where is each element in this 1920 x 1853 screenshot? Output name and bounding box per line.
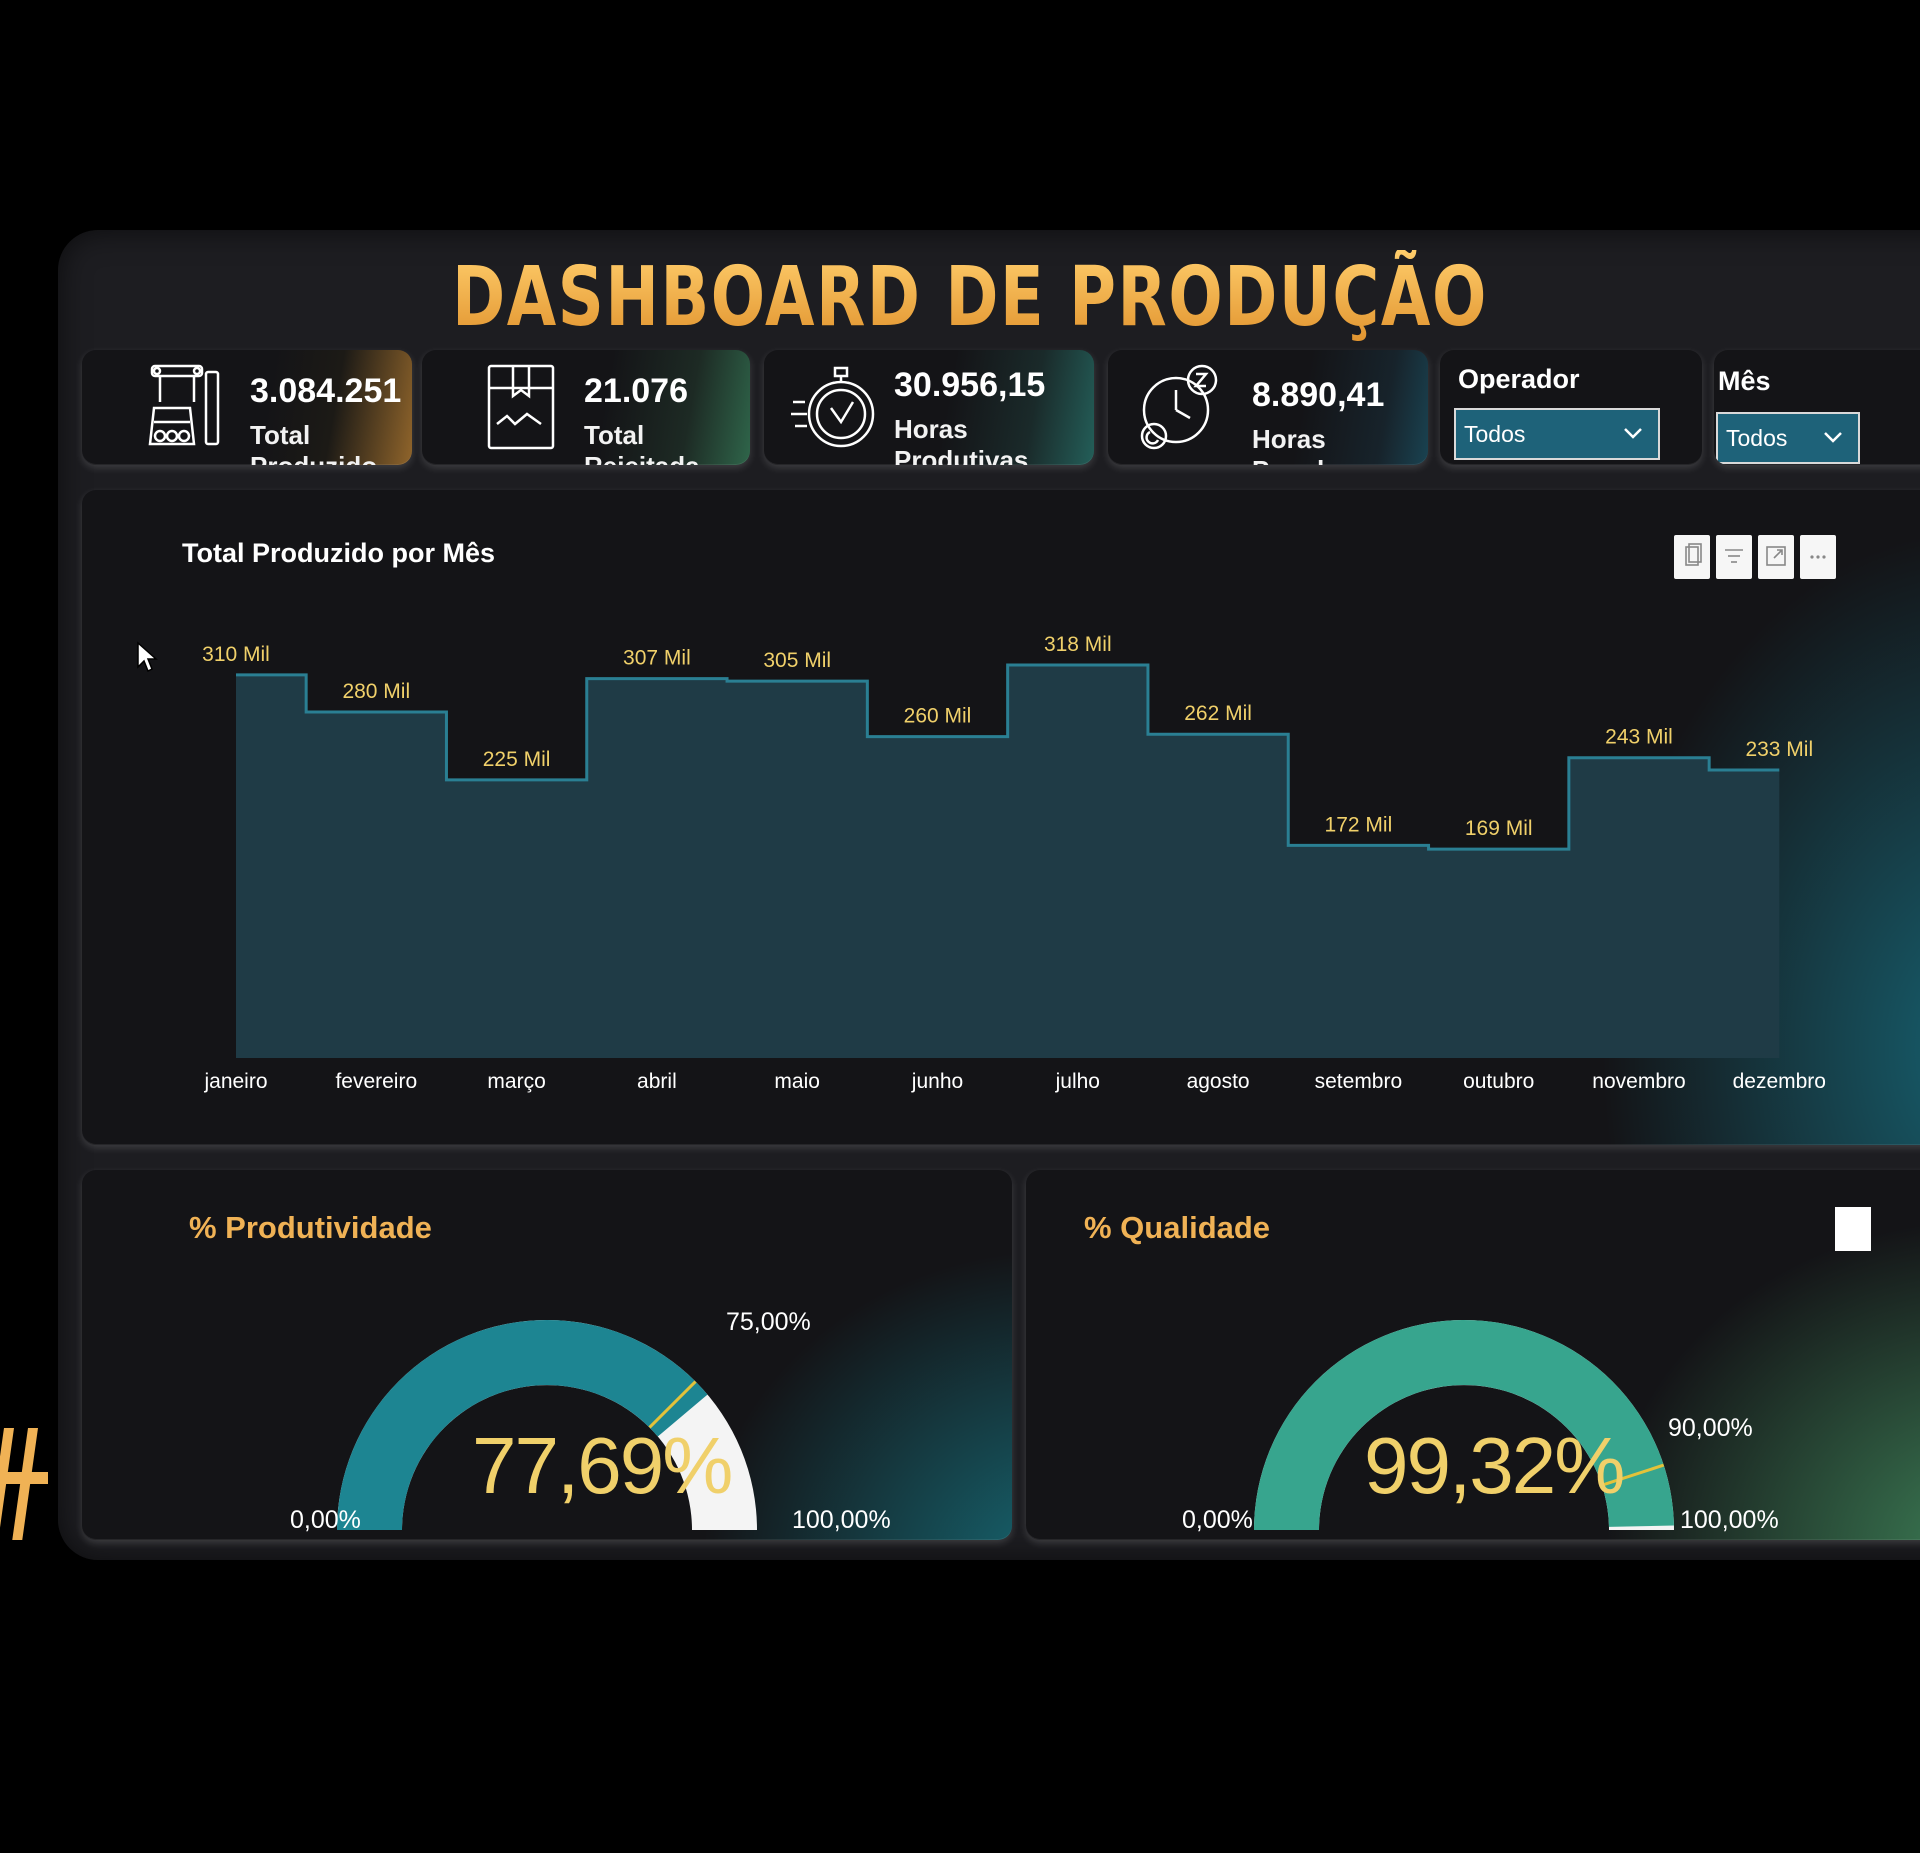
visual-placeholder: [1835, 1207, 1871, 1251]
filter-operador: Operador Todos: [1440, 350, 1702, 465]
gauge-title: % Produtividade: [189, 1210, 432, 1245]
gauge-target-label: 90,00%: [1668, 1414, 1753, 1442]
x-tick-label: fevereiro: [335, 1070, 417, 1093]
gauge-panel-qualidade: % Qualidade 99,32% 90,00% 0,00% 100,00%: [1026, 1170, 1920, 1540]
kpi-value: 30.956,15: [894, 366, 1046, 404]
data-label: 233 Mil: [1745, 738, 1813, 761]
area-line: [236, 663, 1780, 851]
kpi-value: 21.076: [584, 372, 688, 410]
gauge-target-label: 75,00%: [726, 1308, 811, 1336]
chart-panel: Total Produzido por Mês 310 Mil janeiro 28…: [82, 490, 1920, 1145]
data-label: 307 Mil: [623, 647, 691, 670]
gauge-value-arc: [337, 1320, 708, 1530]
focus-mode-icon[interactable]: [1758, 535, 1794, 579]
chart-title: Total Produzido por Mês: [182, 538, 495, 568]
x-tick-label: maio: [774, 1070, 820, 1093]
data-label: 280 Mil: [342, 680, 410, 703]
gauge-value: 77,69%: [472, 1421, 733, 1510]
x-tick-label: abril: [637, 1070, 677, 1093]
kpi-card-total-produzido: 3.084.251 Total Produzido: [82, 350, 412, 465]
x-tick-label: março: [487, 1070, 545, 1093]
gauge-max-label: 100,00%: [792, 1506, 891, 1534]
data-label: 169 Mil: [1465, 817, 1533, 840]
x-tick-label: julho: [1055, 1070, 1100, 1093]
gauge-min-label: 0,00%: [1182, 1506, 1253, 1534]
gauge-panel-produtividade: % Produtividade 77,69% 75,00% 0,00% 100,…: [82, 1170, 1012, 1540]
kpi-label: Total Rejeitada: [584, 420, 700, 465]
x-tick-label: setembro: [1315, 1070, 1403, 1093]
data-label: 172 Mil: [1325, 813, 1393, 836]
data-label: 305 Mil: [763, 649, 831, 672]
mes-dropdown[interactable]: Todos: [1716, 412, 1860, 464]
step-area-chart: 310 Mil janeiro 280 Mil fevereiro 225 Mil mar…: [202, 633, 1826, 1093]
stopwatch-icon: [791, 366, 875, 448]
x-tick-label: junho: [911, 1070, 963, 1093]
x-tick-label: novembro: [1592, 1070, 1685, 1093]
sleep-clock-icon: [1140, 364, 1218, 450]
mouse-cursor-icon: [137, 641, 158, 673]
x-tick-label: outubro: [1463, 1070, 1534, 1093]
data-label: 243 Mil: [1605, 726, 1673, 749]
filter-mes: Mês Todos: [1714, 350, 1920, 465]
area-fill: [236, 665, 1780, 1058]
filter-operador-label: Operador: [1458, 364, 1580, 394]
kpi-value: 8.890,41: [1252, 376, 1385, 414]
kpi-label: Total Produzido: [250, 420, 377, 465]
page-title: DASHBOARD DE PRODUÇÃO: [213, 250, 1726, 345]
operador-selected: Todos: [1464, 420, 1526, 447]
x-tick-label: agosto: [1187, 1070, 1250, 1093]
gauge-min-label: 0,00%: [290, 1506, 361, 1534]
x-tick-label: janeiro: [203, 1070, 267, 1093]
data-label: 262 Mil: [1184, 702, 1252, 725]
robot-arm-icon: [148, 364, 220, 446]
filter-mes-label: Mês: [1718, 366, 1771, 396]
kpi-card-horas-paradas: 8.890,41 Horas Paradas: [1108, 350, 1428, 465]
box-icon: [487, 364, 555, 450]
filter-icon[interactable]: [1716, 535, 1752, 579]
data-label: 260 Mil: [904, 705, 972, 728]
data-label: 310 Mil: [202, 643, 270, 666]
gauge-target-line: [648, 1380, 697, 1429]
kpi-card-total-rejeitada: 21.076 Total Rejeitada: [422, 350, 750, 465]
x-tick-label: dezembro: [1733, 1070, 1826, 1093]
kpi-label: Horas Produtivas: [894, 414, 1029, 465]
operador-dropdown[interactable]: Todos: [1454, 408, 1660, 460]
gauge-produtividade: [337, 1320, 757, 1530]
mes-selected: Todos: [1726, 424, 1788, 451]
chevron-down-icon: [1824, 432, 1842, 443]
more-options-icon[interactable]: [1800, 535, 1836, 579]
copy-icon[interactable]: [1674, 535, 1710, 579]
kpi-label: Horas Paradas: [1252, 424, 1353, 465]
data-label: 318 Mil: [1044, 633, 1112, 656]
logo-icon: [0, 1428, 48, 1540]
gauge-title: % Qualidade: [1084, 1210, 1271, 1245]
kpi-card-horas-produtivas: 30.956,15 Horas Produtivas: [764, 350, 1094, 465]
kpi-value: 3.084.251: [250, 372, 402, 410]
gauge-target-line: [1601, 1463, 1665, 1487]
gauge-qualidade: [1254, 1319, 1674, 1530]
gauge-value: 99,32%: [1364, 1421, 1625, 1510]
gauge-max-label: 100,00%: [1680, 1506, 1779, 1534]
data-label: 225 Mil: [483, 748, 551, 771]
gauge-value-arc: [1254, 1319, 1674, 1530]
chevron-down-icon: [1624, 428, 1642, 439]
